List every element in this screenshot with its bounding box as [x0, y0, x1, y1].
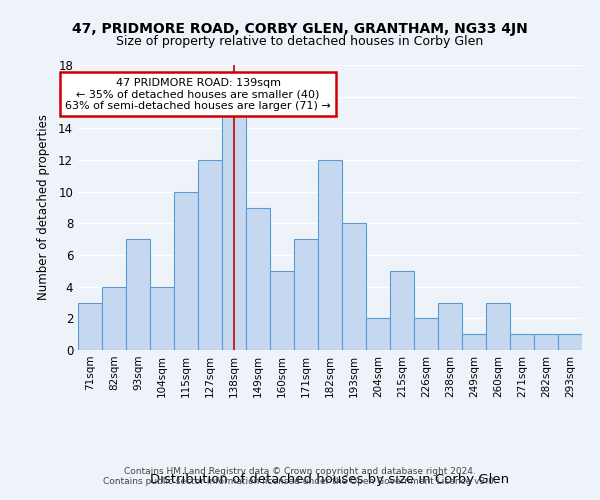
- Bar: [102, 286, 126, 350]
- Bar: [222, 112, 246, 350]
- Text: Size of property relative to detached houses in Corby Glen: Size of property relative to detached ho…: [116, 35, 484, 48]
- Bar: [366, 318, 390, 350]
- Bar: [246, 208, 270, 350]
- Bar: [486, 302, 510, 350]
- Bar: [318, 160, 342, 350]
- Text: 47, PRIDMORE ROAD, CORBY GLEN, GRANTHAM, NG33 4JN: 47, PRIDMORE ROAD, CORBY GLEN, GRANTHAM,…: [72, 22, 528, 36]
- Text: Contains public sector information licensed under the Open Government Licence v3: Contains public sector information licen…: [103, 477, 497, 486]
- Bar: [342, 224, 366, 350]
- Bar: [174, 192, 198, 350]
- Bar: [414, 318, 438, 350]
- Bar: [150, 286, 174, 350]
- Bar: [270, 271, 294, 350]
- Bar: [534, 334, 558, 350]
- Bar: [390, 271, 414, 350]
- Y-axis label: Number of detached properties: Number of detached properties: [37, 114, 50, 300]
- Bar: [78, 302, 102, 350]
- Bar: [198, 160, 222, 350]
- Bar: [558, 334, 582, 350]
- Bar: [510, 334, 534, 350]
- Bar: [126, 239, 150, 350]
- Text: 47 PRIDMORE ROAD: 139sqm
← 35% of detached houses are smaller (40)
63% of semi-d: 47 PRIDMORE ROAD: 139sqm ← 35% of detach…: [65, 78, 331, 111]
- Bar: [438, 302, 462, 350]
- X-axis label: Distribution of detached houses by size in Corby Glen: Distribution of detached houses by size …: [151, 474, 509, 486]
- Bar: [462, 334, 486, 350]
- Bar: [294, 239, 318, 350]
- Text: Contains HM Land Registry data © Crown copyright and database right 2024.: Contains HM Land Registry data © Crown c…: [124, 467, 476, 476]
